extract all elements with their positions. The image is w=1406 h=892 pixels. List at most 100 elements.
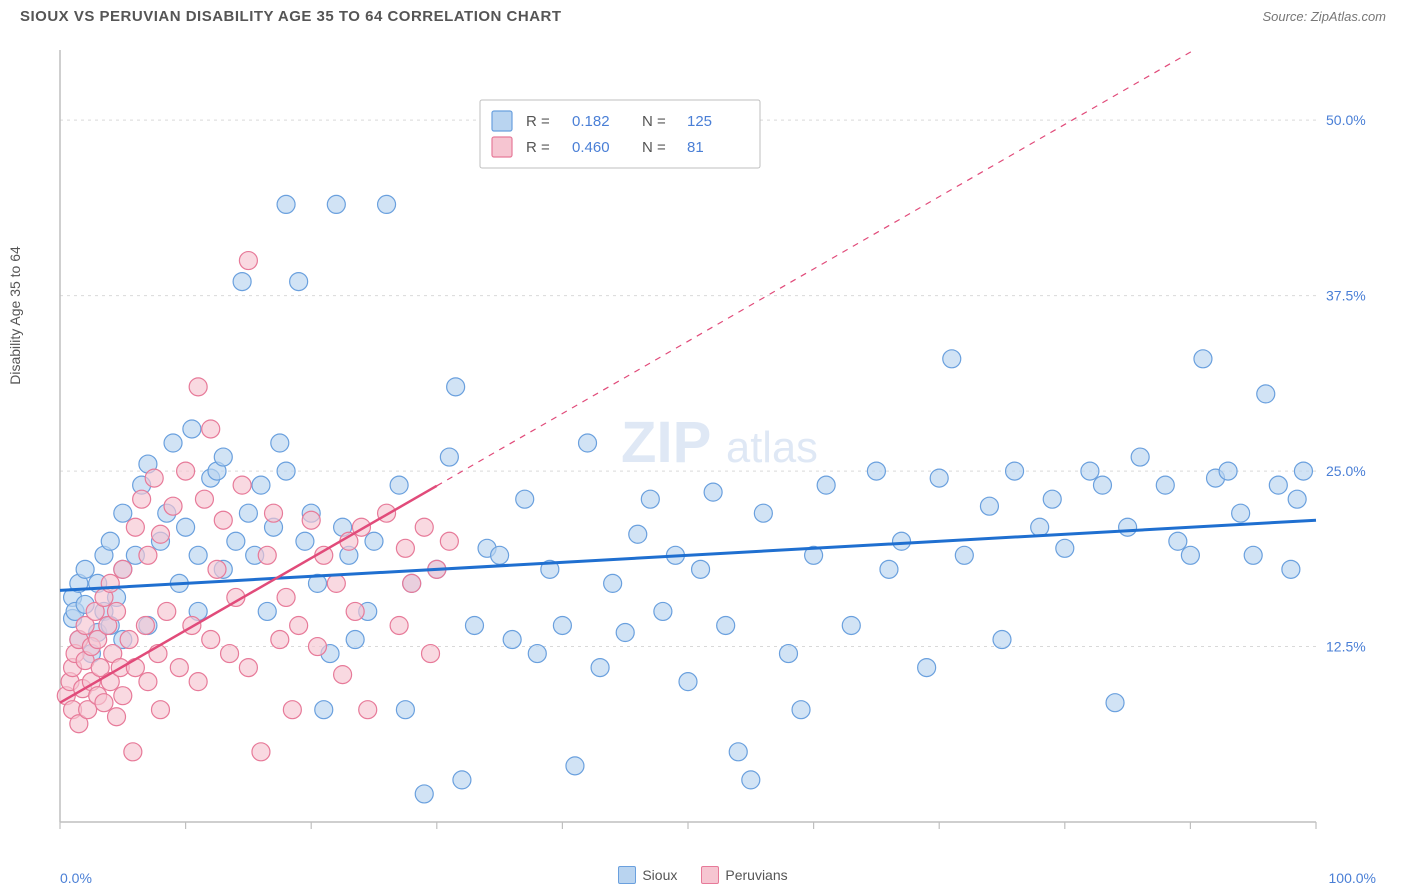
scatter-point xyxy=(440,448,458,466)
svg-text:N =: N = xyxy=(642,113,666,130)
scatter-point xyxy=(145,469,163,487)
scatter-point xyxy=(126,518,144,536)
scatter-point xyxy=(189,378,207,396)
scatter-point xyxy=(1282,560,1300,578)
scatter-point xyxy=(880,560,898,578)
scatter-point xyxy=(1288,490,1306,508)
scatter-point xyxy=(415,785,433,803)
scatter-point xyxy=(390,476,408,494)
scatter-point xyxy=(271,434,289,452)
svg-text:12.5%: 12.5% xyxy=(1326,639,1366,655)
scatter-point xyxy=(327,574,345,592)
scatter-point xyxy=(108,708,126,726)
scatter-point xyxy=(120,631,138,649)
scatter-point xyxy=(616,624,634,642)
svg-text:R =: R = xyxy=(526,139,550,156)
scatter-point xyxy=(308,638,326,656)
svg-text:atlas: atlas xyxy=(726,424,818,472)
legend-item: Sioux xyxy=(618,866,677,884)
scatter-point xyxy=(415,518,433,536)
scatter-point xyxy=(1056,539,1074,557)
svg-text:25.0%: 25.0% xyxy=(1326,463,1366,479)
scatter-point xyxy=(177,462,195,480)
scatter-point xyxy=(1257,385,1275,403)
scatter-point xyxy=(422,645,440,663)
svg-text:ZIP: ZIP xyxy=(621,410,711,475)
x-axis-start-label: 0.0% xyxy=(60,870,92,886)
svg-text:81: 81 xyxy=(687,139,704,156)
scatter-point xyxy=(553,616,571,634)
scatter-point xyxy=(265,504,283,522)
svg-text:50.0%: 50.0% xyxy=(1326,112,1366,128)
scatter-point xyxy=(1006,462,1024,480)
scatter-point xyxy=(76,560,94,578)
scatter-point xyxy=(717,616,735,634)
scatter-point xyxy=(233,273,251,291)
scatter-point xyxy=(114,687,132,705)
scatter-point xyxy=(233,476,251,494)
scatter-point xyxy=(604,574,622,592)
scatter-point xyxy=(252,743,270,761)
scatter-point xyxy=(629,525,647,543)
scatter-point xyxy=(101,574,119,592)
scatter-point xyxy=(271,631,289,649)
scatter-point xyxy=(491,546,509,564)
scatter-point xyxy=(158,602,176,620)
svg-text:0.460: 0.460 xyxy=(572,139,610,156)
scatter-point xyxy=(893,532,911,550)
legend-box: R =0.182N =125R =0.460N =81 xyxy=(480,100,760,168)
scatter-point xyxy=(528,645,546,663)
legend-item: Peruvians xyxy=(701,866,787,884)
scatter-point xyxy=(1269,476,1287,494)
scatter-point xyxy=(754,504,772,522)
scatter-point xyxy=(208,560,226,578)
scatter-point xyxy=(277,195,295,213)
scatter-point xyxy=(1232,504,1250,522)
scatter-point xyxy=(239,504,257,522)
scatter-point xyxy=(277,588,295,606)
scatter-point xyxy=(189,673,207,691)
chart-source: Source: ZipAtlas.com xyxy=(1262,9,1386,24)
scatter-point xyxy=(842,616,860,634)
scatter-point xyxy=(183,420,201,438)
scatter-point xyxy=(1106,694,1124,712)
svg-text:125: 125 xyxy=(687,113,712,130)
scatter-point xyxy=(447,378,465,396)
scatter-point xyxy=(315,701,333,719)
scatter-point xyxy=(641,490,659,508)
svg-text:N =: N = xyxy=(642,139,666,156)
scatter-point xyxy=(440,532,458,550)
scatter-point xyxy=(139,673,157,691)
scatter-point xyxy=(993,631,1011,649)
scatter-point xyxy=(126,659,144,677)
chart-header: SIOUX VS PERUVIAN DISABILITY AGE 35 TO 6… xyxy=(0,0,1406,29)
scatter-point xyxy=(239,252,257,270)
scatter-point xyxy=(390,616,408,634)
scatter-point xyxy=(1181,546,1199,564)
scatter-point xyxy=(290,273,308,291)
scatter-point xyxy=(1156,476,1174,494)
scatter-point xyxy=(95,694,113,712)
scatter-point xyxy=(346,631,364,649)
scatter-point xyxy=(1093,476,1111,494)
scatter-point xyxy=(1081,462,1099,480)
scatter-point xyxy=(779,645,797,663)
scatter-point xyxy=(742,771,760,789)
scatter-point xyxy=(365,532,383,550)
scatter-point xyxy=(334,666,352,684)
scatter-point xyxy=(114,560,132,578)
scatter-point xyxy=(296,532,314,550)
scatter-point xyxy=(227,532,245,550)
scatter-point xyxy=(1131,448,1149,466)
scatter-point xyxy=(170,659,188,677)
scatter-point xyxy=(403,574,421,592)
scatter-point xyxy=(1194,350,1212,368)
chart-area: Disability Age 35 to 64 12.5%25.0%37.5%5… xyxy=(20,40,1386,852)
scatter-point xyxy=(214,511,232,529)
legend-swatch xyxy=(701,866,719,884)
scatter-point xyxy=(516,490,534,508)
legend-swatch xyxy=(618,866,636,884)
scatter-point xyxy=(214,448,232,466)
scatter-point xyxy=(566,757,584,775)
scatter-point xyxy=(108,602,126,620)
